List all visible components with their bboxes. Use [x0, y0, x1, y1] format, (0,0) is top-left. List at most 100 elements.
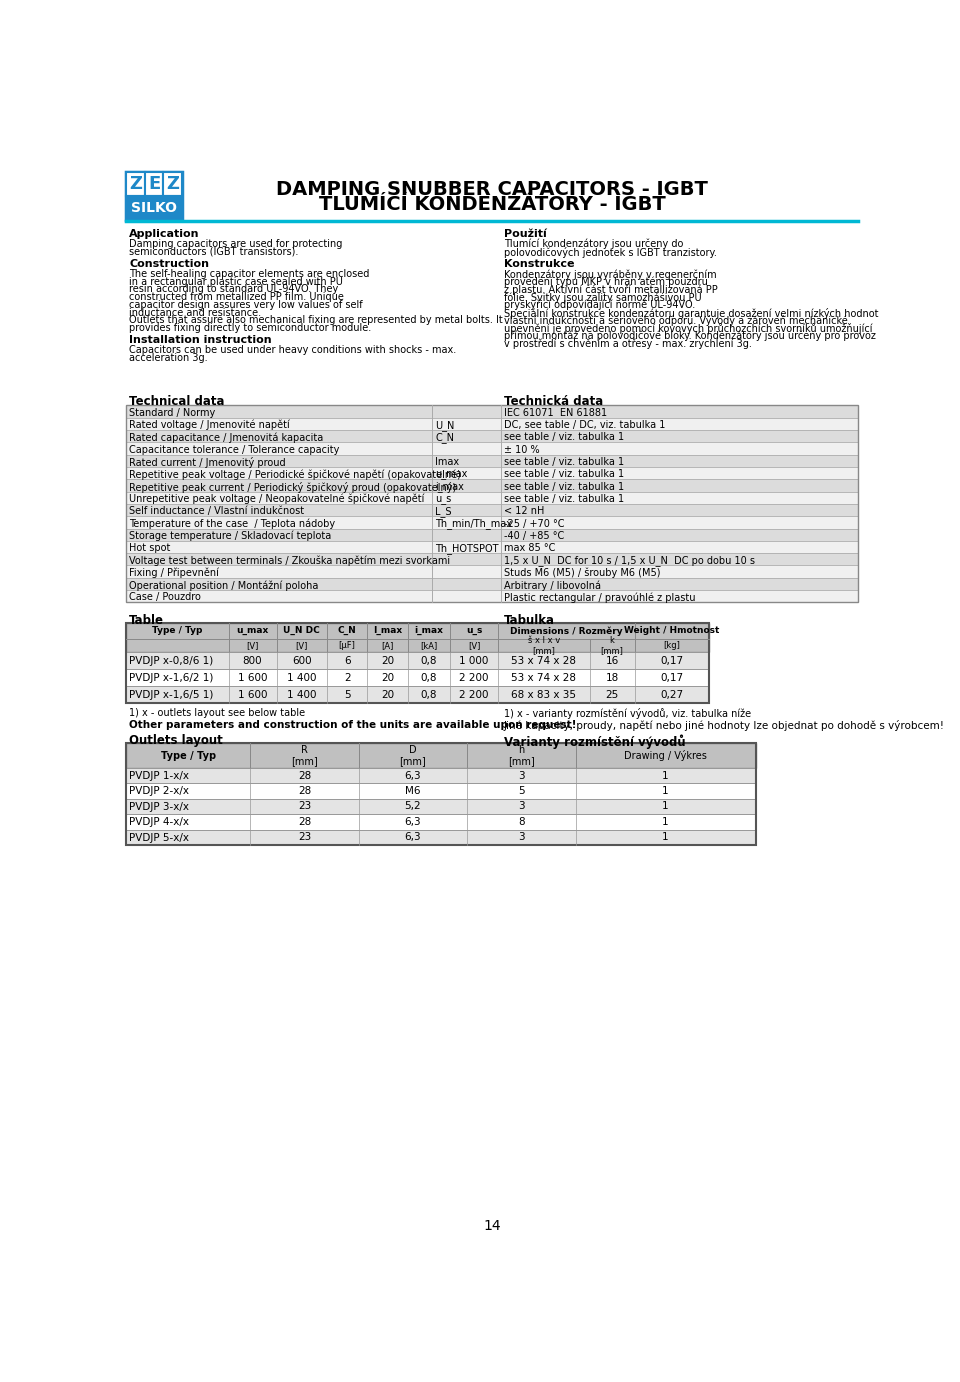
- Text: 3: 3: [518, 832, 525, 842]
- Text: Tabulka: Tabulka: [504, 614, 555, 627]
- Text: provides fixing directly to semiconductor module.: provides fixing directly to semiconducto…: [130, 323, 372, 333]
- Text: Th_min/Th_max: Th_min/Th_max: [436, 518, 513, 529]
- Text: 16: 16: [606, 656, 619, 666]
- Text: [kg]: [kg]: [663, 641, 681, 650]
- Bar: [126, 553, 858, 565]
- Text: 53 x 74 x 28: 53 x 74 x 28: [512, 656, 576, 666]
- Text: see table / viz. tabulka 1: see table / viz. tabulka 1: [504, 433, 624, 442]
- Text: Standard / Normy: Standard / Normy: [130, 408, 216, 417]
- Text: Dimensions / Rozměry: Dimensions / Rozměry: [510, 626, 623, 636]
- Text: Self inductance / Vlastní indukčnost: Self inductance / Vlastní indukčnost: [130, 506, 304, 517]
- Bar: [126, 528, 858, 540]
- Text: I_max: I_max: [372, 626, 402, 636]
- Text: 1 000: 1 000: [460, 656, 489, 666]
- Bar: [126, 492, 858, 504]
- Text: 28: 28: [298, 817, 311, 826]
- Text: see table / viz. tabulka 1: see table / viz. tabulka 1: [504, 470, 624, 480]
- Text: 1 600: 1 600: [238, 673, 267, 683]
- Text: Technická data: Technická data: [504, 395, 603, 408]
- Text: i_max: i_max: [415, 626, 444, 636]
- Bar: [126, 623, 709, 703]
- Text: D
[mm]: D [mm]: [399, 745, 426, 767]
- Text: IEC 61071  EN 61881: IEC 61071 EN 61881: [504, 408, 607, 417]
- Text: Weight / Hmotnost: Weight / Hmotnost: [624, 626, 719, 636]
- Text: 2 200: 2 200: [460, 673, 489, 683]
- Bar: [145, 171, 163, 196]
- Text: ± 10 %: ± 10 %: [504, 445, 540, 455]
- Text: Th_HOTSPOT: Th_HOTSPOT: [436, 543, 499, 554]
- Text: Imax: Imax: [436, 457, 460, 467]
- Text: constructed from metallized PP film. Unique: constructed from metallized PP film. Uni…: [130, 292, 345, 303]
- Text: Konstrukce: Konstrukce: [504, 258, 574, 269]
- Bar: [163, 171, 182, 196]
- Text: u_s: u_s: [436, 493, 451, 504]
- Text: Studs M6 (M5) / šrouby M6 (M5): Studs M6 (M5) / šrouby M6 (M5): [504, 568, 660, 578]
- Text: TLUMÍCÍ KONDENZÁTORY - IGBT: TLUMÍCÍ KONDENZÁTORY - IGBT: [319, 195, 665, 214]
- Text: přímou montáž na polovodičové bloky. Kondenzátory jsou určeny pro provoz: přímou montáž na polovodičové bloky. Kon…: [504, 330, 876, 341]
- Bar: [126, 590, 858, 603]
- Text: PVDJP x-1,6/5 1): PVDJP x-1,6/5 1): [130, 690, 214, 701]
- Text: 6,3: 6,3: [404, 832, 421, 842]
- Text: 0,8: 0,8: [420, 690, 437, 699]
- Text: capacitor design assures very low values of self: capacitor design assures very low values…: [130, 300, 363, 310]
- Bar: [126, 768, 756, 784]
- Text: Technical data: Technical data: [130, 395, 225, 408]
- Text: C_N: C_N: [436, 433, 454, 444]
- Text: 1 600: 1 600: [238, 690, 267, 699]
- Text: max 85 °C: max 85 °C: [504, 543, 555, 553]
- Text: Outlets that assure also mechanical fixing are represented by metal bolts. It: Outlets that assure also mechanical fixi…: [130, 315, 503, 325]
- Bar: [126, 744, 756, 768]
- Text: Type / Typ: Type / Typ: [160, 750, 216, 760]
- Text: U_N: U_N: [436, 420, 455, 431]
- Text: semiconductors (IGBT transistors).: semiconductors (IGBT transistors).: [130, 247, 299, 257]
- Bar: [126, 405, 858, 603]
- Text: Application: Application: [130, 229, 200, 239]
- Text: -25 / +70 °C: -25 / +70 °C: [504, 518, 564, 528]
- Text: 0,17: 0,17: [660, 673, 684, 683]
- Text: 0,8: 0,8: [420, 673, 437, 683]
- Bar: [126, 652, 709, 669]
- Text: Fixing / Připevnění: Fixing / Připevnění: [130, 568, 219, 578]
- Text: [A]: [A]: [381, 641, 394, 650]
- Text: Table: Table: [130, 614, 164, 627]
- Text: 20: 20: [381, 673, 394, 683]
- Text: Installation instruction: Installation instruction: [130, 336, 272, 346]
- Text: resin according to standard UL-94VO. They: resin according to standard UL-94VO. The…: [130, 285, 339, 294]
- Text: 6,3: 6,3: [404, 771, 421, 781]
- Bar: [126, 578, 858, 590]
- Text: u_s: u_s: [466, 626, 482, 636]
- Text: Z: Z: [166, 176, 180, 193]
- Bar: [126, 687, 709, 703]
- Text: 3: 3: [518, 771, 525, 781]
- Text: Plastic rectangular / pravoúhlé z plastu: Plastic rectangular / pravoúhlé z plastu: [504, 593, 695, 603]
- Text: upevnění je provedeno pomocí kovových průchozchích svorníků umožňující: upevnění je provedeno pomocí kovových pr…: [504, 323, 872, 334]
- Text: Jiné kapacity, proudy, napětí nebo jiné hodnoty lze objednat po dohodě s výrobce: Jiné kapacity, proudy, napětí nebo jiné …: [504, 720, 945, 731]
- Bar: [126, 669, 709, 687]
- Text: Repetitive peak current / Periodický špičkový proud (opakovatelný): Repetitive peak current / Periodický špi…: [130, 481, 457, 492]
- Text: polovodičových jednotek s IGBT tranzistory.: polovodičových jednotek s IGBT tranzisto…: [504, 247, 716, 257]
- Text: 1: 1: [662, 771, 669, 781]
- Text: Arbitrary / libovolná: Arbitrary / libovolná: [504, 580, 601, 590]
- Bar: [126, 196, 182, 220]
- Text: C_N: C_N: [338, 626, 356, 636]
- Text: Rated voltage / Jmenovité napětí: Rated voltage / Jmenovité napětí: [130, 420, 290, 430]
- Text: [V]: [V]: [468, 641, 480, 650]
- Bar: [126, 540, 858, 553]
- Text: Operational position / Montážní poloha: Operational position / Montážní poloha: [130, 580, 319, 590]
- Text: 800: 800: [243, 656, 262, 666]
- Text: 1: 1: [662, 802, 669, 811]
- Bar: [126, 430, 858, 442]
- Text: Rated capacitance / Jmenovitá kapacita: Rated capacitance / Jmenovitá kapacita: [130, 433, 324, 442]
- Bar: [126, 171, 182, 220]
- Text: 1 400: 1 400: [287, 690, 317, 699]
- Text: L_S: L_S: [436, 506, 452, 517]
- Text: Hot spot: Hot spot: [130, 543, 171, 553]
- Text: Storage temperature / Skladovací teplota: Storage temperature / Skladovací teplota: [130, 531, 331, 542]
- Text: Other parameters and construction of the units are available upon request!: Other parameters and construction of the…: [130, 720, 577, 730]
- Text: 1: 1: [662, 817, 669, 826]
- Text: PVDJP x-1,6/2 1): PVDJP x-1,6/2 1): [130, 673, 214, 683]
- Text: PVDJP 4-x/x: PVDJP 4-x/x: [130, 817, 189, 828]
- Bar: [126, 814, 756, 829]
- Text: Case / Pouzdro: Case / Pouzdro: [130, 593, 202, 603]
- Text: Repetitive peak voltage / Periodické špičkové napětí (opakovatelné): Repetitive peak voltage / Periodické špi…: [130, 470, 461, 480]
